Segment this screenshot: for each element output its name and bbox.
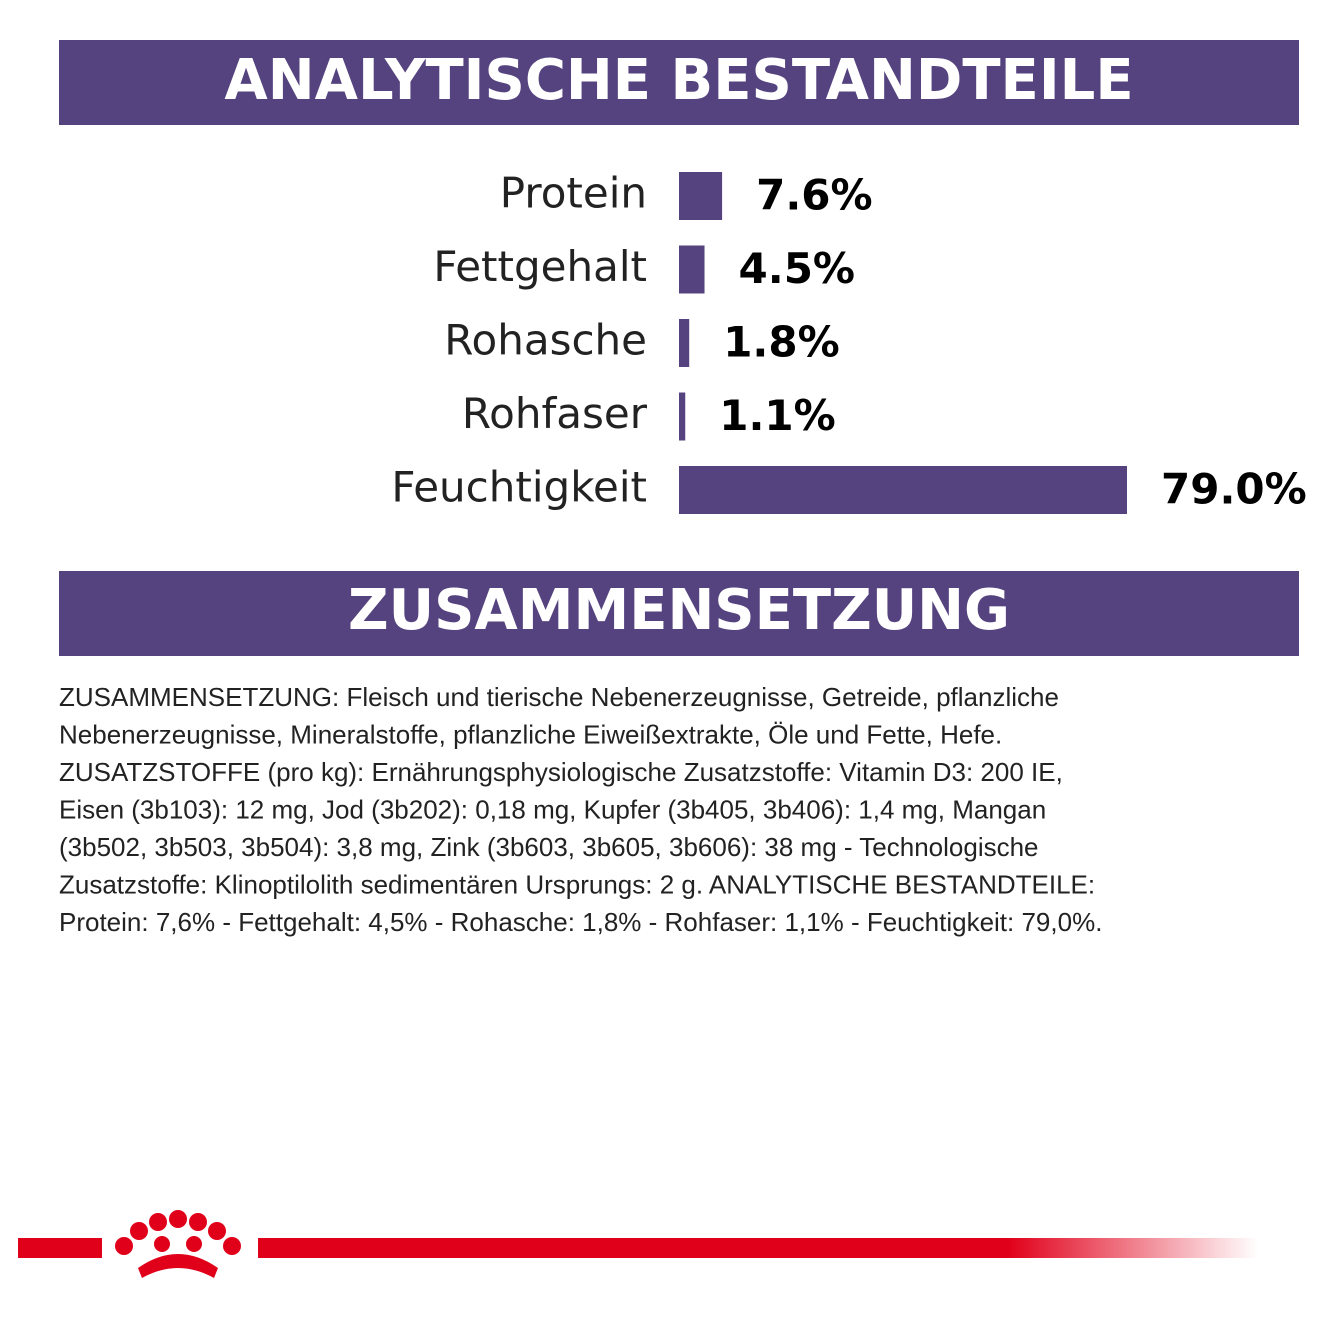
category-label: Feuchtigkeit <box>391 463 647 512</box>
bar <box>679 392 686 441</box>
category-label: Protein <box>500 169 647 218</box>
composition-line: Nebenerzeugnisse, Mineralstoffe, pflanzl… <box>59 719 1002 749</box>
value-label: 7.6% <box>756 171 872 220</box>
composition-line: (3b502, 3b503, 3b504): 3,8 mg, Zink (3b6… <box>59 832 1039 862</box>
logo-bar <box>18 1210 1258 1278</box>
category-label: Rohasche <box>444 316 647 365</box>
category-label: Fettgehalt <box>433 242 647 291</box>
composition-line: ZUSAMMENSETZUNG: Fleisch und tierische N… <box>59 682 1059 712</box>
composition-line: Eisen (3b103): 12 mg, Jod (3b202): 0,18 … <box>59 794 1046 824</box>
value-label: 1.1% <box>719 391 835 440</box>
section-title: ZUSAMMENSETZUNG <box>348 578 1010 643</box>
bar <box>679 172 723 220</box>
header-band <box>59 571 1299 656</box>
bar <box>679 245 705 294</box>
composition-line: Zusatzstoffe: Klinoptilolith sedimentäre… <box>59 869 1095 899</box>
bar <box>679 319 690 367</box>
header-band <box>59 40 1299 125</box>
value-label: 79.0% <box>1161 465 1307 514</box>
chart-title: ANALYTISCHE BESTANDTEILE <box>224 48 1133 113</box>
value-label: 1.8% <box>723 318 839 367</box>
bar <box>679 466 1127 514</box>
category-label: Rohfaser <box>462 389 648 438</box>
composition-line: Protein: 7,6% - Fettgehalt: 4,5% - Rohas… <box>59 907 1102 937</box>
composition-line: ZUSATZSTOFFE (pro kg): Ernährungsphysiol… <box>59 757 1063 787</box>
value-label: 4.5% <box>739 244 855 293</box>
